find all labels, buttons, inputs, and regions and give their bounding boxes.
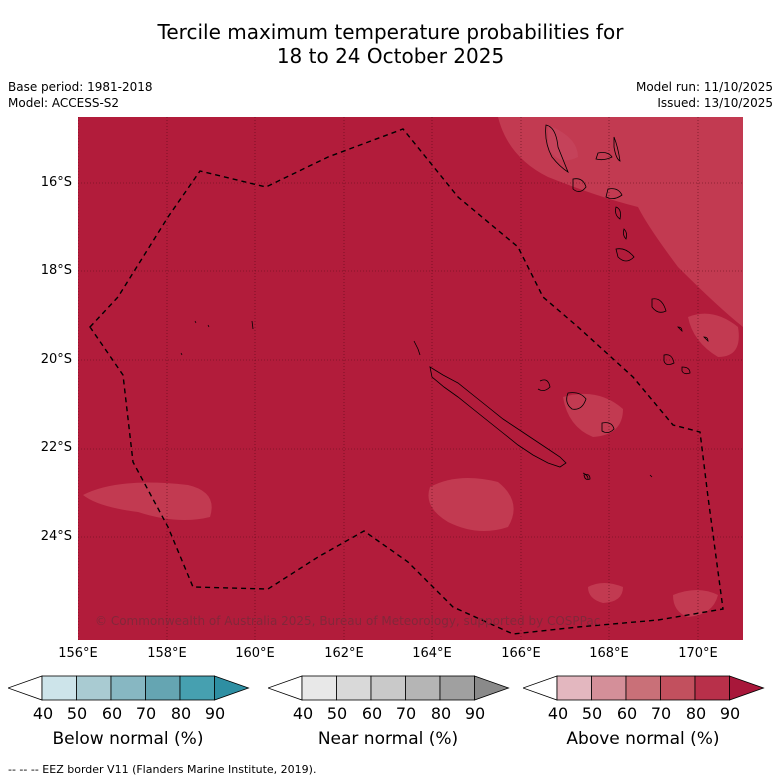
- lon-label-160e: 160°E: [235, 646, 275, 661]
- vanuatu-islands: [545, 124, 709, 375]
- lat-label-16s: 16°S: [40, 175, 72, 190]
- lon-label-168e: 168°E: [589, 646, 629, 661]
- above-tick-40: 40: [547, 704, 569, 723]
- model-run: Model run: 11/10/2025: [635, 80, 773, 94]
- below-normal-label: Below normal (%): [52, 729, 204, 749]
- lon-label-156e: 156°E: [58, 646, 98, 661]
- base-period: Base period: 1981-2018: [8, 80, 153, 94]
- colorbar-segment-3: [625, 675, 661, 701]
- lat-label-18s: 18°S: [40, 263, 72, 278]
- lon-label-162e: 162°E: [324, 646, 364, 661]
- loyalty-ouvea: [537, 379, 551, 391]
- below-tick-50: 50: [66, 704, 88, 723]
- lighter-patch-e2: [688, 313, 739, 357]
- lighter-patch-s: [588, 583, 623, 603]
- colorbar-segment-2: [591, 675, 627, 701]
- colorbar-extend-high: [474, 675, 510, 701]
- map-title-line2: 18 to 24 October 2025: [276, 44, 505, 68]
- near-tick-40: 40: [292, 704, 314, 723]
- near-tick-80: 80: [430, 704, 452, 723]
- eez-legend-note: -- -- -- EEZ border V11 (Flanders Marine…: [8, 763, 317, 776]
- colorbar-segment-5: [179, 675, 215, 701]
- colorbar-segment-1: [556, 675, 592, 701]
- above-normal-label: Above normal (%): [566, 729, 720, 749]
- isle-of-pines: [583, 474, 591, 480]
- above-tick-70: 70: [650, 704, 672, 723]
- colorbar-segment-4: [405, 675, 441, 701]
- lat-label-20s: 20°S: [40, 352, 72, 367]
- above-tick-60: 60: [616, 704, 638, 723]
- lighter-patch-w: [83, 482, 212, 521]
- colorbar-segment-2: [76, 675, 112, 701]
- loyalty-mare: [601, 422, 615, 433]
- colorbar-extend-high: [214, 675, 250, 701]
- below-tick-60: 60: [101, 704, 123, 723]
- lighter-patch-ne: [498, 117, 743, 327]
- colorbar-segment-3: [370, 675, 406, 701]
- map-title-line1: Tercile maximum temperature probabilitie…: [157, 20, 624, 44]
- colorbar-segment-5: [439, 675, 475, 701]
- below-tick-70: 70: [135, 704, 157, 723]
- below-tick-40: 40: [32, 704, 54, 723]
- below-tick-90: 90: [204, 704, 226, 723]
- graticule: [78, 117, 743, 640]
- lon-label-170e: 170°E: [678, 646, 718, 661]
- colorbar-segment-1: [41, 675, 77, 701]
- forecast-map: [78, 117, 743, 640]
- lighter-patch-se: [673, 590, 718, 617]
- copyright-notice: © Commonwealth of Australia 2025, Bureau…: [95, 614, 601, 628]
- colorbar-extend-high: [729, 675, 765, 701]
- colorbar-above: [523, 675, 765, 701]
- colorbar-extend-low: [523, 675, 558, 701]
- colorbar-segment-2: [336, 675, 372, 701]
- lat-label-22s: 22°S: [40, 440, 72, 455]
- colorbar-below: [8, 675, 250, 701]
- model-name: Model: ACCESS-S2: [8, 96, 120, 110]
- colorbar-segment-3: [110, 675, 146, 701]
- colorbar-segment-4: [145, 675, 181, 701]
- loyalty-lifou: [566, 392, 587, 410]
- lat-label-24s: 24°S: [40, 529, 72, 544]
- eez-border: [89, 128, 724, 635]
- colorbar-segment-4: [660, 675, 696, 701]
- small-islands: [180, 320, 653, 480]
- colorbar-segment-5: [694, 675, 730, 701]
- new-caledonia: [429, 366, 567, 468]
- colorbar-near: [268, 675, 510, 701]
- above-tick-80: 80: [685, 704, 707, 723]
- near-tick-50: 50: [326, 704, 348, 723]
- lighter-patch-e: [563, 393, 623, 437]
- lon-label-164e: 164°E: [412, 646, 452, 661]
- near-tick-90: 90: [464, 704, 486, 723]
- near-tick-60: 60: [361, 704, 383, 723]
- colorbar-extend-low: [8, 675, 43, 701]
- near-normal-label: Near normal (%): [317, 729, 459, 749]
- near-tick-70: 70: [395, 704, 417, 723]
- above-tick-90: 90: [719, 704, 741, 723]
- issued-date: Issued: 13/10/2025: [657, 96, 773, 110]
- lighter-patch-c: [428, 478, 514, 531]
- belep-island: [413, 340, 421, 356]
- colorbar-extend-low: [268, 675, 303, 701]
- colorbar-segment-1: [301, 675, 337, 701]
- below-tick-80: 80: [170, 704, 192, 723]
- lon-label-158e: 158°E: [147, 646, 187, 661]
- above-tick-50: 50: [581, 704, 603, 723]
- lon-label-166e: 166°E: [501, 646, 541, 661]
